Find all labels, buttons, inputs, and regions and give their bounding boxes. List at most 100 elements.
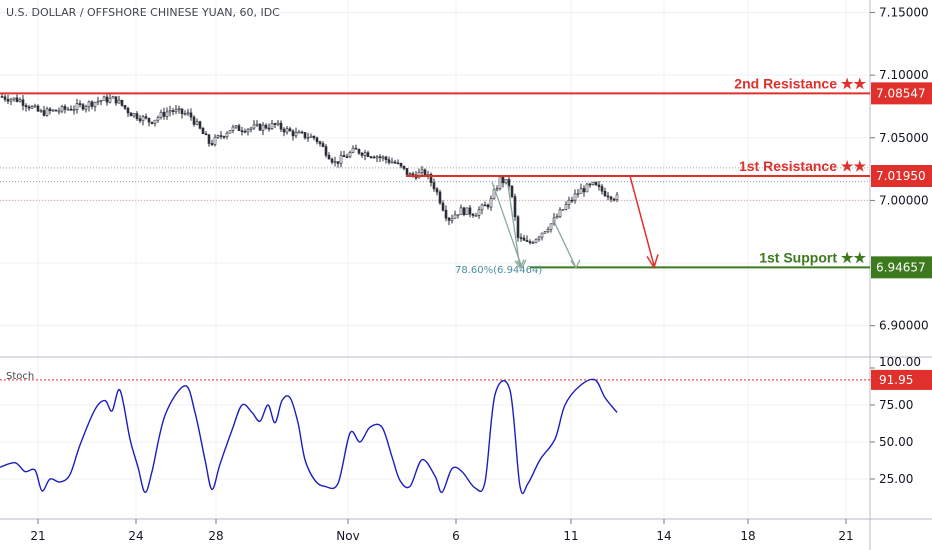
fib-arrow bbox=[507, 185, 521, 268]
candle-body bbox=[123, 105, 127, 109]
candle-body bbox=[429, 174, 433, 183]
candle-body bbox=[384, 156, 388, 161]
candle-body bbox=[615, 194, 619, 200]
candle-body bbox=[564, 204, 568, 210]
candle-body bbox=[612, 198, 616, 201]
candle-body bbox=[543, 231, 547, 234]
candle-body bbox=[495, 188, 499, 191]
candle-body bbox=[591, 181, 595, 185]
candle-body bbox=[498, 176, 502, 190]
y-tick-label: 7.00000 bbox=[879, 193, 929, 207]
candle-body bbox=[492, 189, 496, 199]
candle-body bbox=[303, 132, 307, 139]
stoch-y-tick-label: 50.00 bbox=[879, 435, 913, 449]
candle-body bbox=[549, 223, 553, 230]
candle-body bbox=[9, 98, 13, 102]
candle-body bbox=[177, 108, 181, 111]
candle-body bbox=[450, 217, 454, 221]
candle-body bbox=[42, 110, 46, 116]
candle-body bbox=[348, 152, 352, 158]
candle-body bbox=[339, 155, 343, 164]
candle-body bbox=[567, 199, 571, 205]
candle-body bbox=[153, 119, 157, 124]
candle-body bbox=[159, 111, 163, 118]
candle-body bbox=[51, 109, 55, 112]
candle-body bbox=[531, 242, 535, 244]
candle-body bbox=[489, 198, 493, 208]
candle-body bbox=[369, 156, 373, 158]
stoch-badge-text: 91.95 bbox=[879, 373, 913, 387]
x-tick-label: 6 bbox=[452, 529, 460, 543]
candle-body bbox=[120, 99, 124, 106]
candle-body bbox=[363, 152, 367, 156]
candle-body bbox=[252, 124, 256, 129]
candle-body bbox=[342, 155, 346, 157]
y-tick-label: 7.10000 bbox=[879, 68, 929, 82]
candle-body bbox=[285, 128, 289, 133]
candle-body bbox=[432, 182, 436, 190]
candle-body bbox=[189, 112, 193, 118]
candle-body bbox=[144, 116, 148, 119]
axes: 21 24 28 Nov 6 11 14 18 21 7.15000 7.10000 7.05000 7… bbox=[30, 6, 932, 543]
candle-body bbox=[300, 131, 304, 134]
candle-body bbox=[372, 156, 376, 159]
candle-body bbox=[117, 99, 121, 104]
candle-body bbox=[513, 196, 517, 218]
y-tick-label: 7.15000 bbox=[879, 6, 929, 20]
candle-body bbox=[504, 179, 508, 184]
candle-body bbox=[594, 181, 598, 186]
candle-body bbox=[375, 156, 379, 159]
candle-body bbox=[66, 108, 70, 111]
candle-body bbox=[255, 123, 259, 126]
candle-body bbox=[483, 204, 487, 207]
candle-body bbox=[471, 213, 475, 216]
candle-body bbox=[351, 147, 355, 153]
candle-body bbox=[405, 168, 409, 175]
candle-body bbox=[327, 155, 331, 160]
stoch-pane[interactable] bbox=[0, 378, 870, 495]
candle-body bbox=[360, 152, 364, 156]
candle-body bbox=[282, 128, 286, 133]
candle-body bbox=[204, 133, 208, 136]
candle-body bbox=[237, 125, 241, 131]
candle-body bbox=[0, 96, 4, 98]
candle-body bbox=[6, 99, 10, 102]
candle-body bbox=[198, 121, 202, 129]
candle-body bbox=[336, 161, 340, 164]
candle-body bbox=[174, 109, 178, 112]
stoch-title: Stoch bbox=[6, 371, 34, 382]
candle-body bbox=[390, 161, 394, 164]
candle-body bbox=[381, 156, 385, 159]
candle-body bbox=[609, 196, 613, 200]
candle-body bbox=[60, 106, 64, 112]
x-tick-label: Nov bbox=[336, 529, 359, 543]
candle-body bbox=[306, 137, 310, 139]
price-pane bbox=[0, 93, 619, 245]
candle-body bbox=[201, 128, 205, 135]
candle-body bbox=[141, 116, 145, 122]
candle-body bbox=[600, 186, 604, 192]
candle-body bbox=[240, 130, 244, 132]
candle-body bbox=[213, 136, 217, 145]
candle-body bbox=[582, 188, 586, 193]
candle-body bbox=[393, 161, 397, 164]
candle-body bbox=[36, 105, 40, 112]
candle-body bbox=[435, 188, 439, 193]
candle-body bbox=[420, 169, 424, 173]
candle-body bbox=[180, 108, 184, 114]
candle-body bbox=[219, 135, 223, 137]
candle-body bbox=[441, 202, 445, 211]
stoch-line[interactable] bbox=[0, 378, 618, 495]
x-tick-label: 21 bbox=[838, 529, 853, 543]
candle-body bbox=[15, 97, 19, 102]
candle-body bbox=[510, 185, 514, 197]
candle-body bbox=[96, 100, 100, 103]
candle-body bbox=[18, 99, 22, 102]
candle-body bbox=[459, 207, 463, 215]
candle-body bbox=[540, 232, 544, 238]
candle-body bbox=[399, 162, 403, 167]
candle-body bbox=[423, 169, 427, 176]
candle-body bbox=[90, 101, 94, 107]
candle-body bbox=[99, 100, 103, 102]
fib-arrowhead bbox=[570, 259, 581, 270]
